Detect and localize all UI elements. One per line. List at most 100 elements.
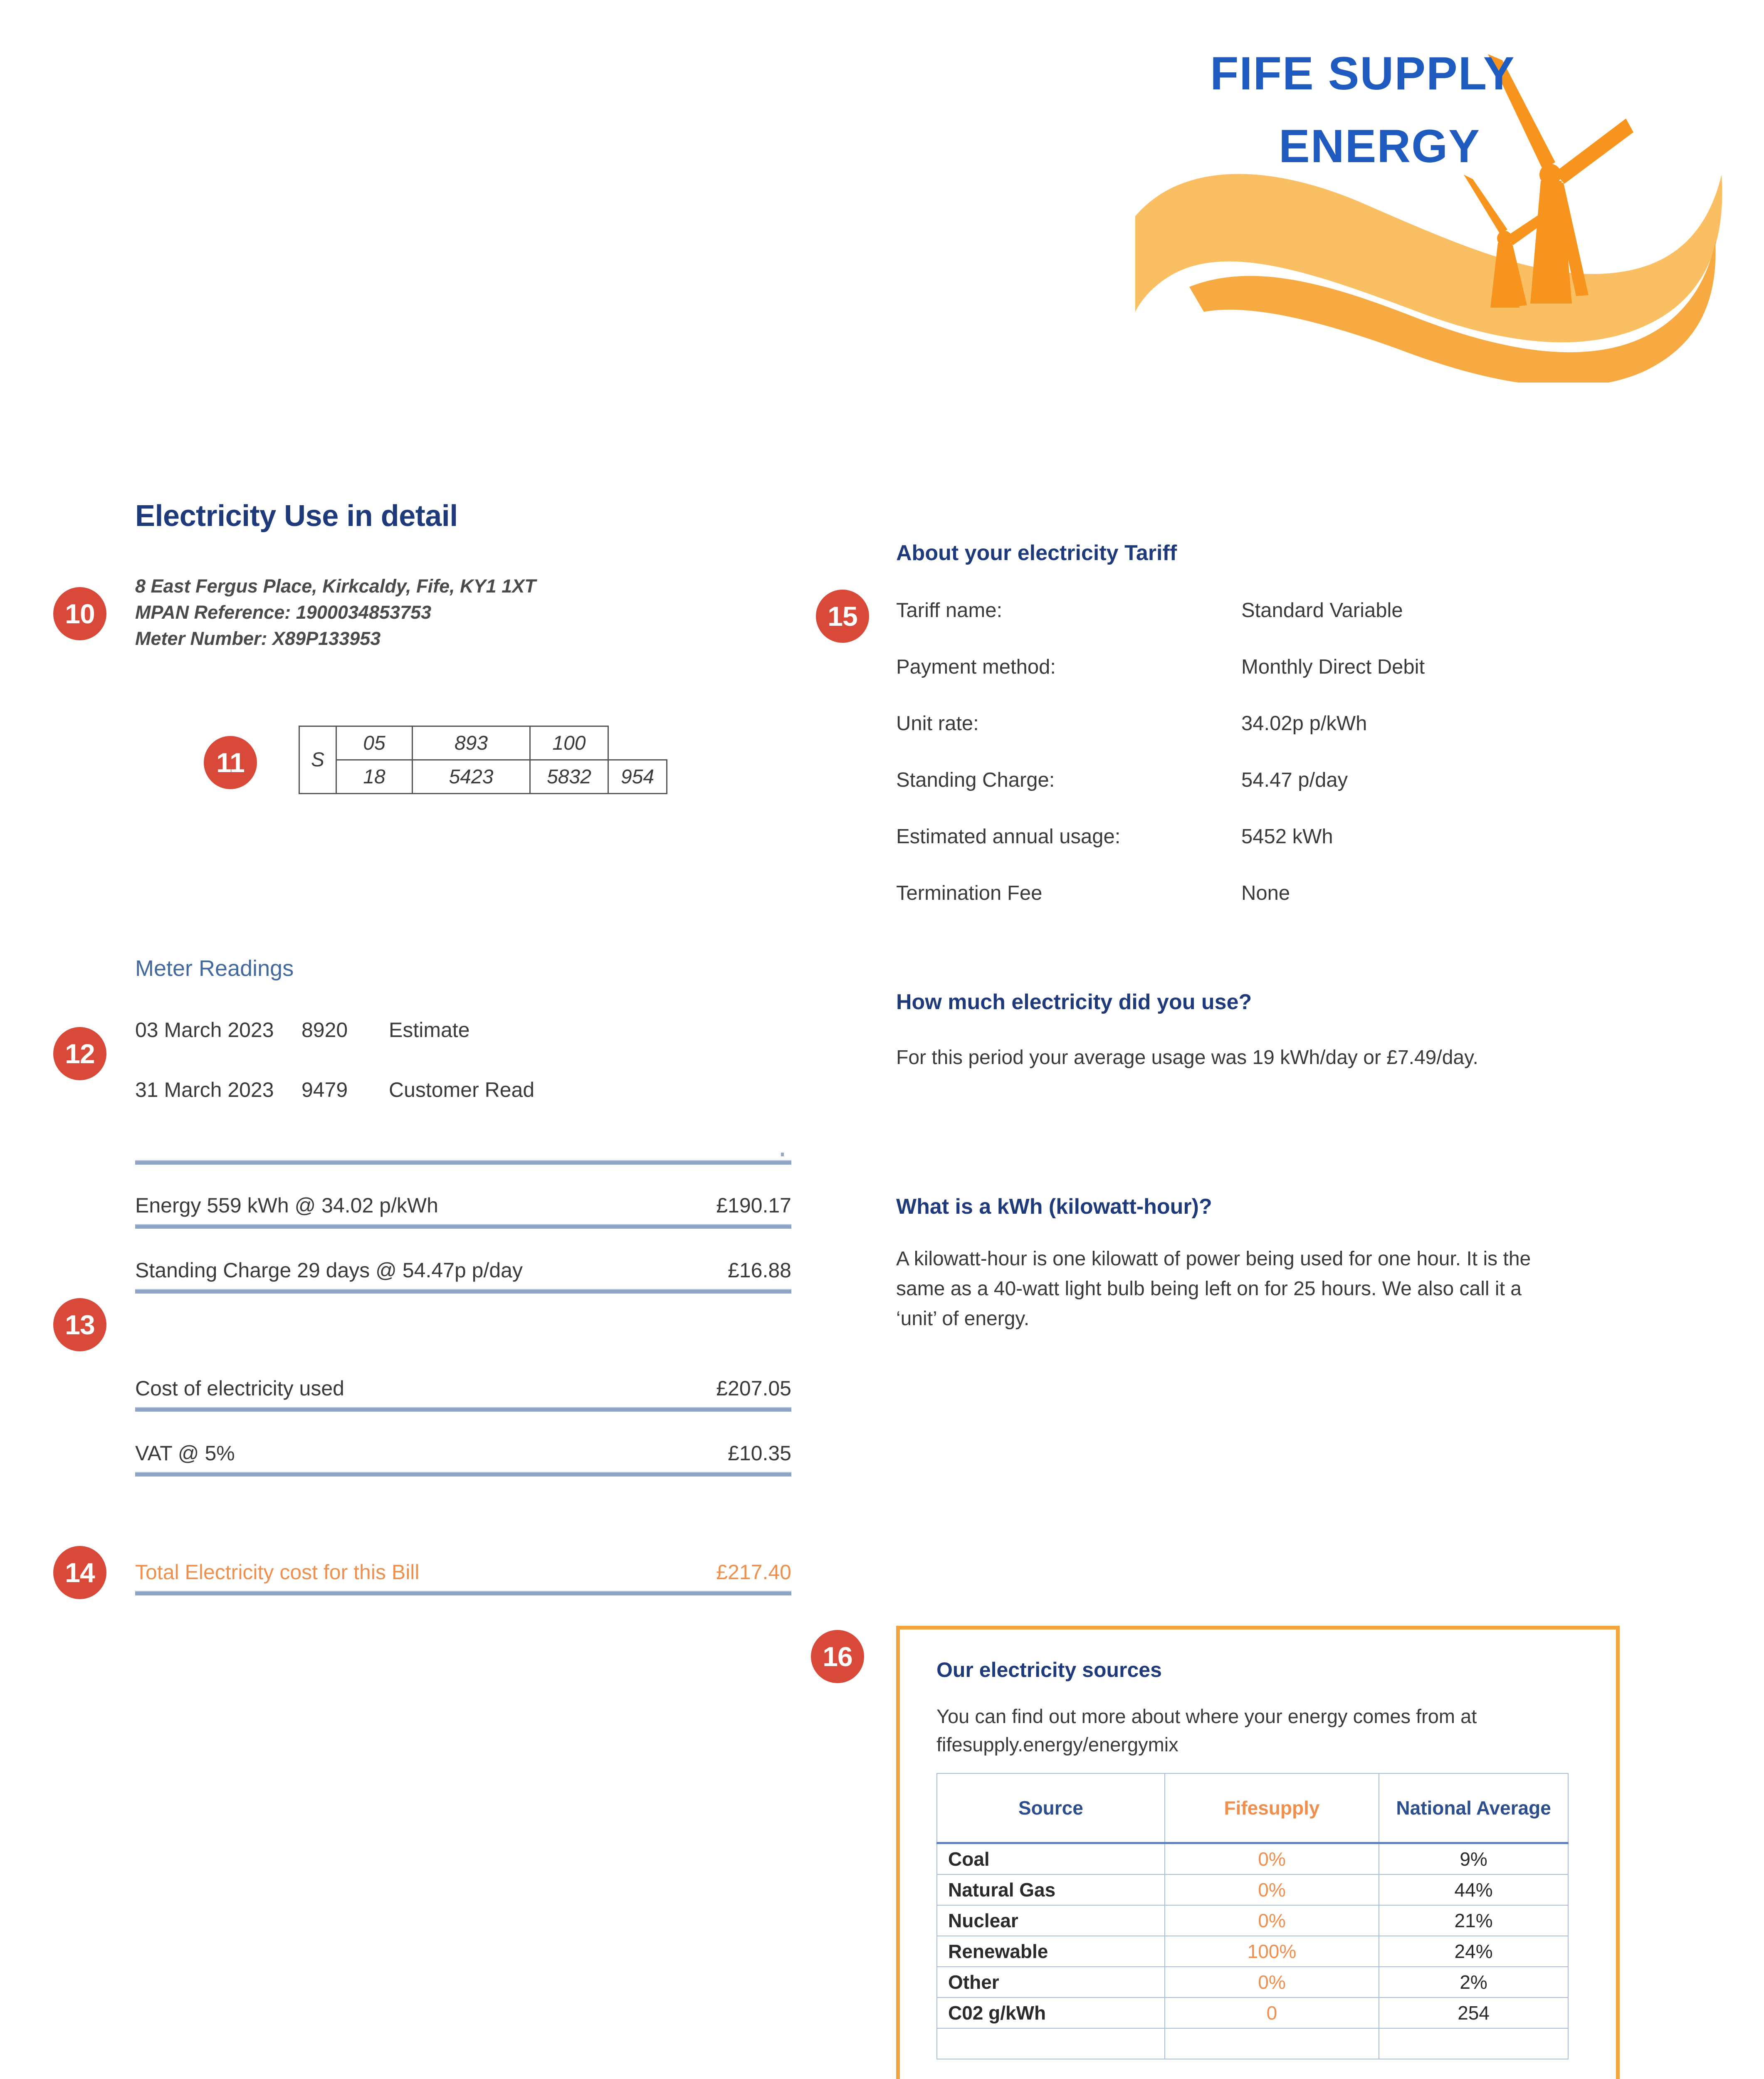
spacer-cell-1 (936, 2028, 1165, 2059)
logo-text-line1: FIFE SUPPLY (1210, 47, 1515, 99)
tariff-value-payment: Monthly Direct Debit (1241, 656, 1425, 678)
tariff-row-unit-rate: Unit rate: 34.02p p/kWh (896, 712, 1367, 735)
sources-col-source: Source (936, 1773, 1165, 1844)
meter-reading-type-1: Estimate (389, 1018, 470, 1042)
sources-header-row: Source Fifesupply National Average (936, 1773, 1569, 1844)
sources-national-renewable: 24% (1379, 1936, 1569, 1967)
charge-amount-vat: £10.35 (728, 1442, 791, 1465)
electricity-sources-box: Our electricity sources You can find out… (896, 1626, 1620, 2079)
total-underline (135, 1591, 791, 1595)
mpan-top-cell-2: 893 (412, 726, 531, 760)
sources-fife-other: 0% (1164, 1966, 1380, 1998)
tariff-key-payment: Payment method: (896, 656, 1056, 678)
meter-reading-row-2: 31 March 2023 9479 Customer Read (135, 1078, 534, 1102)
page-title: Electricity Use in detail (135, 499, 458, 533)
callout-badge-11: 11 (204, 736, 257, 789)
callout-badge-13: 13 (53, 1298, 106, 1351)
mpan-profile-cell: S (299, 726, 337, 794)
callout-badge-15: 15 (816, 590, 869, 643)
meter-readings-heading: Meter Readings (135, 956, 294, 981)
usage-paragraph: For this period your average usage was 1… (896, 1047, 1478, 1069)
sources-col-national: National Average (1379, 1773, 1569, 1844)
tariff-value-unit-rate: 34.02p p/kWh (1241, 712, 1367, 735)
tariff-value-annual-usage: 5452 kWh (1241, 825, 1333, 848)
meter-reading-value-1: 8920 (301, 1018, 348, 1042)
sources-fife-co2: 0 (1164, 1997, 1380, 2029)
sources-national-nuclear: 21% (1379, 1905, 1569, 1936)
charge-row-vat: VAT @ 5% £10.35 (135, 1441, 791, 1465)
table-row: Nuclear 0% 21% (936, 1905, 1569, 1936)
callout-badge-12: 12 (53, 1027, 106, 1080)
tariff-key-standing-charge: Standing Charge: (896, 769, 1055, 791)
sources-national-coal: 9% (1379, 1842, 1569, 1875)
tariff-row-annual-usage: Estimated annual usage: 5452 kWh (896, 825, 1333, 848)
sources-title: Our electricity sources (936, 1658, 1162, 1681)
charge-amount-cost: £207.05 (716, 1377, 791, 1400)
callout-badge-10: 10 (53, 587, 106, 640)
logo-text-line2: ENERGY (1279, 120, 1480, 172)
mpan-reference-line: MPAN Reference: 1900034853753 (135, 602, 432, 623)
charge-label-cost: Cost of electricity used (135, 1377, 344, 1400)
mpan-grid: S 05 893 100 18 5423 5832 954 (299, 726, 667, 794)
table-row: Natural Gas 0% 44% (936, 1874, 1569, 1906)
kwh-paragraph: A kilowatt-hour is one kilowatt of power… (896, 1248, 1531, 1330)
charge-row-energy: Energy 559 kWh @ 34.02 p/kWh £190.17 (135, 1193, 791, 1217)
tariff-key-unit-rate: Unit rate: (896, 712, 979, 735)
spacer-cell-2 (1164, 2028, 1380, 2059)
tariff-row-termination-fee: Termination Fee None (896, 881, 1290, 905)
tariff-key-name: Tariff name: (896, 599, 1003, 622)
meter-reading-date-1: 03 March 2023 (135, 1018, 274, 1042)
supply-address-line-1: 8 East Fergus Place, Kirkcaldy, Fife, KY… (135, 575, 536, 597)
mpan-bottom-cell-2: 5423 (412, 759, 531, 794)
mpan-bottom-cell-4: 954 (608, 759, 667, 794)
sources-name-renewable: Renewable (936, 1936, 1165, 1967)
tariff-row-name: Tariff name: Standard Variable (896, 599, 1403, 622)
sources-fife-coal: 0% (1164, 1842, 1380, 1875)
charge-label-vat: VAT @ 5% (135, 1442, 235, 1465)
tariff-value-termination-fee: None (1241, 882, 1290, 904)
total-amount: £217.40 (716, 1560, 791, 1584)
meter-reading-value-2: 9479 (301, 1078, 348, 1101)
meter-reading-row-1: 03 March 2023 8920 Estimate (135, 1018, 470, 1042)
callout-badge-14: 14 (53, 1546, 106, 1599)
sources-description: You can find out more about where your e… (936, 1705, 1477, 1756)
usage-heading: How much electricity did you use? (896, 990, 1252, 1014)
charge-label-standing: Standing Charge 29 days @ 54.47p p/day (135, 1259, 523, 1282)
charges-top-divider (135, 1160, 791, 1165)
table-row: Other 0% 2% (936, 1966, 1569, 1998)
tariff-row-payment: Payment method: Monthly Direct Debit (896, 655, 1425, 679)
charge-underline-cost (135, 1407, 791, 1412)
charge-label-energy: Energy 559 kWh @ 34.02 p/kWh (135, 1194, 438, 1217)
tariff-value-name: Standard Variable (1241, 599, 1403, 622)
charge-underline-energy (135, 1224, 791, 1229)
meter-reading-date-2: 31 March 2023 (135, 1078, 274, 1101)
tariff-key-annual-usage: Estimated annual usage: (896, 825, 1121, 848)
kwh-heading: What is a kWh (kilowatt-hour)? (896, 1195, 1212, 1219)
mpan-top-cell-3: 100 (529, 726, 609, 760)
sources-national-other: 2% (1379, 1966, 1569, 1998)
spacer-cell-3 (1379, 2028, 1569, 2059)
sources-name-other: Other (936, 1966, 1165, 1998)
total-row: Total Electricity cost for this Bill £21… (135, 1560, 791, 1584)
table-row-spacer (936, 2028, 1569, 2059)
tariff-row-standing-charge: Standing Charge: 54.47 p/day (896, 768, 1348, 792)
tariff-value-standing-charge: 54.47 p/day (1241, 769, 1348, 791)
meter-reading-type-2: Customer Read (389, 1078, 535, 1101)
tariff-key-termination-fee: Termination Fee (896, 882, 1043, 904)
charge-underline-vat (135, 1472, 791, 1477)
callout-badge-16: 16 (811, 1630, 864, 1683)
sources-col-fifesupply: Fifesupply (1164, 1773, 1380, 1844)
table-row: C02 g/kWh 0 254 (936, 1997, 1569, 2029)
meter-number-line: Meter Number: X89P133953 (135, 628, 381, 649)
sources-national-co2: 254 (1379, 1997, 1569, 2029)
stray-mark (781, 1153, 784, 1156)
table-row: Renewable 100% 24% (936, 1936, 1569, 1967)
sources-national-natural-gas: 44% (1379, 1874, 1569, 1906)
electricity-sources-table: Source Fifesupply National Average Coal … (936, 1773, 1569, 2059)
sources-name-co2: C02 g/kWh (936, 1997, 1165, 2029)
sources-name-coal: Coal (936, 1842, 1165, 1875)
mpan-bottom-cell-1: 18 (336, 759, 413, 794)
charge-row-cost: Cost of electricity used £207.05 (135, 1376, 791, 1400)
mpan-bottom-cell-3: 5832 (529, 759, 609, 794)
